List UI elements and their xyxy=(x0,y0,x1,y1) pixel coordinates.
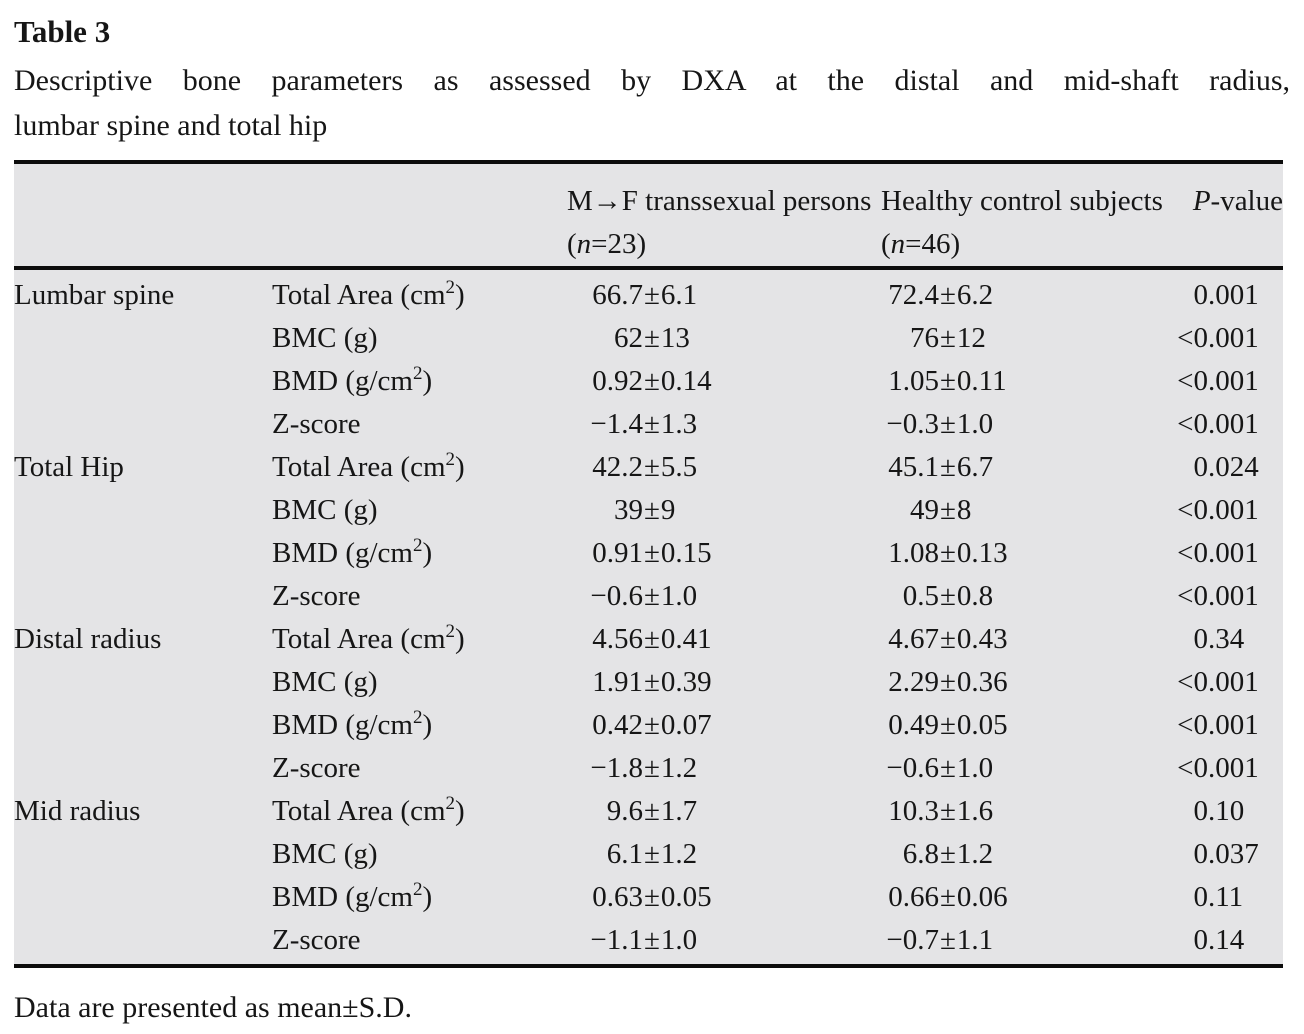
row-parameter-label: BMD (g/cm2) xyxy=(272,707,433,741)
value-pvalue: 0. 11 xyxy=(1193,881,1244,913)
value-mf-transsexual: 0.92 ±0.14 xyxy=(592,365,712,397)
table-row: Z-score −1.1 ±1.0 −0.7 ±1.1 0. 14 xyxy=(14,919,1283,962)
value-healthy-control: 1.05 ±0.11 xyxy=(888,365,1007,397)
table-header-row: M→F transsexual persons (n=23) Healthy c… xyxy=(14,164,1283,270)
value-mf-transsexual: 9.6 ±1.7 xyxy=(606,795,698,827)
row-parameter-label: BMD (g/cm2) xyxy=(272,879,433,913)
value-mf-transsexual: 6.1 ±1.2 xyxy=(606,838,698,870)
value-healthy-control: 0.49 ±0.05 xyxy=(888,709,1008,741)
value-healthy-control: 4.67 ±0.43 xyxy=(888,623,1008,655)
value-pvalue: 0. 34 xyxy=(1193,623,1245,655)
value-healthy-control: 1.08 ±0.13 xyxy=(888,537,1008,569)
row-parameter-label: BMC (g) xyxy=(272,666,378,698)
value-mf-transsexual: 62 ±13 xyxy=(614,322,690,354)
table-row: Mid radius Total Area (cm2) 9.6 ±1.7 10.3 ±1.… xyxy=(14,790,1283,833)
value-pvalue: <0. 001 xyxy=(1177,365,1259,397)
value-healthy-control: −0.7 ±1.1 xyxy=(886,924,994,956)
table-caption: Descriptive bone parameters as assessed … xyxy=(14,58,1290,148)
row-parameter-label: BMD (g/cm2) xyxy=(272,363,433,397)
value-healthy-control: −0.6 ±1.0 xyxy=(886,752,994,784)
row-parameter-label: Z-score xyxy=(272,752,361,784)
value-healthy-control: −0.3 ±1.0 xyxy=(886,408,994,440)
value-pvalue: <0. 001 xyxy=(1177,322,1259,354)
row-parameter-label: Total Area (cm2) xyxy=(272,621,465,655)
value-healthy-control: 0.5 ±0.8 xyxy=(902,580,994,612)
value-pvalue: <0. 001 xyxy=(1177,666,1259,698)
row-parameter-label: BMC (g) xyxy=(272,322,378,354)
row-section-label: Lumbar spine xyxy=(14,279,175,311)
value-pvalue: 0. 037 xyxy=(1193,838,1259,870)
value-healthy-control: 45.1 ±6.7 xyxy=(888,451,994,483)
value-mf-transsexual: −1.4 ±1.3 xyxy=(590,408,698,440)
value-mf-transsexual: 0.91 ±0.15 xyxy=(592,537,712,569)
value-healthy-control: 72.4 ±6.2 xyxy=(888,279,994,311)
value-pvalue: 0. 001 xyxy=(1193,279,1259,311)
value-mf-transsexual: 39 ±9 xyxy=(614,494,676,526)
value-pvalue: 0. 024 xyxy=(1193,451,1259,483)
table-row: BMD (g/cm2) 0.42 ±0.07 0.49 ±0.05 <0. 001 xyxy=(14,704,1283,747)
value-pvalue: <0. 001 xyxy=(1177,580,1259,612)
table-row: BMD (g/cm2) 0.63 ±0.05 0.66 ±0.06 0. 11 xyxy=(14,876,1283,919)
row-parameter-label: BMC (g) xyxy=(272,838,378,870)
value-pvalue: <0. 001 xyxy=(1177,752,1259,784)
value-mf-transsexual: 1.91 ±0.39 xyxy=(592,666,712,698)
value-mf-transsexual: 42.2 ±5.5 xyxy=(592,451,698,483)
value-pvalue: 0. 10 xyxy=(1193,795,1245,827)
table-row: BMC (g) 62 ±13 76 ±12 <0. 001 xyxy=(14,317,1283,360)
value-healthy-control: 49 ±8 xyxy=(910,494,972,526)
table-caption-line2: lumbar spine and total hip xyxy=(14,109,328,142)
value-healthy-control: 76 ±12 xyxy=(910,322,986,354)
value-pvalue: <0. 001 xyxy=(1177,709,1259,741)
value-mf-transsexual: −1.1 ±1.0 xyxy=(590,924,698,956)
value-mf-transsexual: 66.7 ±6.1 xyxy=(592,279,698,311)
table-row: Total Hip Total Area (cm2) 42.2 ±5.5 45.1 ±6.… xyxy=(14,446,1283,489)
row-section-label: Mid radius xyxy=(14,795,141,827)
row-section-label: Total Hip xyxy=(14,451,124,483)
row-parameter-label: BMC (g) xyxy=(272,494,378,526)
column-header-pvalue: P-value xyxy=(1192,185,1283,217)
row-parameter-label: Total Area (cm2) xyxy=(272,793,465,827)
value-mf-transsexual: 0.63 ±0.05 xyxy=(592,881,712,913)
table-number-title: Table 3 xyxy=(14,14,111,49)
row-parameter-label: BMD (g/cm2) xyxy=(272,535,433,569)
value-healthy-control: 2.29 ±0.36 xyxy=(888,666,1008,698)
table-row: BMD (g/cm2) 0.91 ±0.15 1.08 ±0.13 <0. 001 xyxy=(14,532,1283,575)
row-parameter-label: Z-score xyxy=(272,924,361,956)
value-healthy-control: 0.66 ±0.06 xyxy=(888,881,1008,913)
value-mf-transsexual: −0.6 ±1.0 xyxy=(590,580,698,612)
column-header-mf-transsexual: M→F transsexual persons (n=23) xyxy=(567,185,872,260)
table-caption-line1: Descriptive bone parameters as assessed … xyxy=(14,64,1290,97)
value-healthy-control: 10.3 ±1.6 xyxy=(888,795,994,827)
value-healthy-control: 6.8 ±1.2 xyxy=(902,838,994,870)
value-pvalue: <0. 001 xyxy=(1177,408,1259,440)
value-mf-transsexual: −1.8 ±1.2 xyxy=(590,752,698,784)
table-row: BMC (g) 39 ±9 49 ±8 <0. 001 xyxy=(14,489,1283,532)
row-parameter-label: Z-score xyxy=(272,408,361,440)
data-table: M→F transsexual persons (n=23) Healthy c… xyxy=(14,160,1283,968)
value-pvalue: 0. 14 xyxy=(1193,924,1245,956)
table-row: Lumbar spine Total Area (cm2) 66.7 ±6.1 72.4… xyxy=(14,274,1283,317)
table-row: Z-score −1.4 ±1.3 −0.3 ±1.0 <0. 001 xyxy=(14,403,1283,446)
value-mf-transsexual: 0.42 ±0.07 xyxy=(592,709,712,741)
table-row: BMD (g/cm2) 0.92 ±0.14 1.05 ±0.11 <0. 001 xyxy=(14,360,1283,403)
value-pvalue: <0. 001 xyxy=(1177,537,1259,569)
table-row: BMC (g) 1.91 ±0.39 2.29 ±0.36 <0. 001 xyxy=(14,661,1283,704)
row-section-label: Distal radius xyxy=(14,623,162,655)
table-row: BMC (g) 6.1 ±1.2 6.8 ±1.2 0. 037 xyxy=(14,833,1283,876)
table-row: Z-score −1.8 ±1.2 −0.6 ±1.0 <0. 001 xyxy=(14,747,1283,790)
table-row: Z-score −0.6 ±1.0 0.5 ±0.8 <0. 001 xyxy=(14,575,1283,618)
row-parameter-label: Z-score xyxy=(272,580,361,612)
column-header-healthy-control: Healthy control subjects (n=46) xyxy=(881,185,1163,260)
row-parameter-label: Total Area (cm2) xyxy=(272,277,465,311)
row-parameter-label: Total Area (cm2) xyxy=(272,449,465,483)
table-row: Distal radius Total Area (cm2) 4.56 ±0.41 4.… xyxy=(14,618,1283,661)
table-body: Lumbar spine Total Area (cm2) 66.7 ±6.1 72.4… xyxy=(14,270,1283,964)
table-footnote: Data are presented as mean±S.D. xyxy=(14,991,412,1024)
value-pvalue: <0. 001 xyxy=(1177,494,1259,526)
value-mf-transsexual: 4.56 ±0.41 xyxy=(592,623,712,655)
